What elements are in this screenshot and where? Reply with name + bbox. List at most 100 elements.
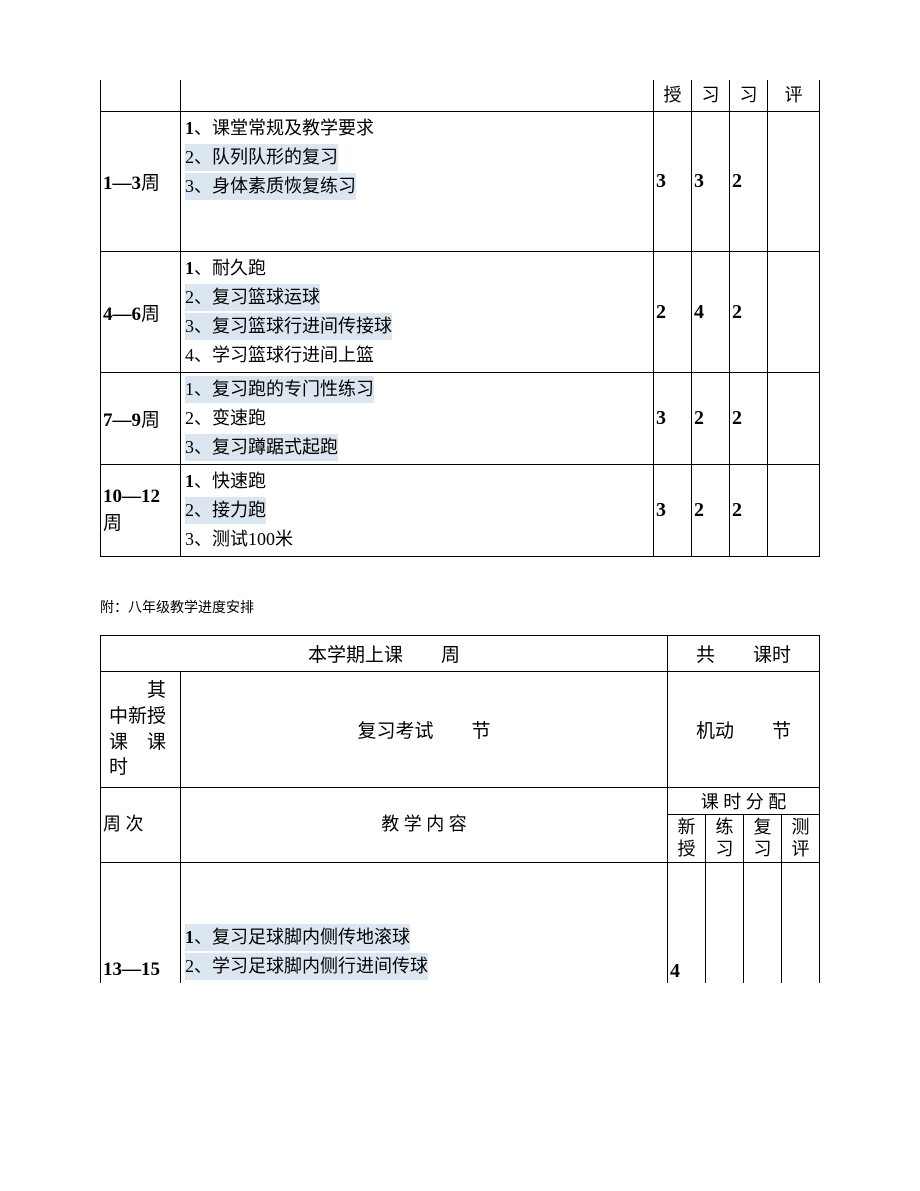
content-line: 3、复习蹲踞式起跑 — [181, 433, 653, 462]
content-line: 3、复习篮球行进间传接球 — [181, 312, 653, 341]
schedule-table-2: 本学期上课 周 共 课时 其 中新授 课 课 时 复习考试 节 机动 节 周 次… — [100, 635, 820, 983]
value-cell — [781, 863, 819, 984]
item-num: 2 — [185, 408, 194, 428]
value-cell: 4 — [692, 252, 730, 373]
table-row: 10—12 周 1、快速跑 2、接力跑 3、测试100米 3 2 2 — [101, 465, 820, 557]
item-text: 、复习跑的专门性练习 — [194, 379, 374, 399]
week-cell: 1—3周 — [101, 112, 181, 252]
item-text: 、耐久跑 — [194, 258, 266, 278]
value-cell: 2 — [692, 373, 730, 465]
content-line: 1、快速跑 — [181, 467, 653, 496]
week-suffix: 周 — [141, 173, 160, 194]
col-header: 测评 — [781, 814, 819, 862]
value-cell: 3 — [654, 373, 692, 465]
item-text: 、学习足球脚内侧行进间传球 — [194, 956, 428, 976]
item-num: 3 — [185, 529, 194, 549]
section-subtitle: 附：八年级教学进度安排 — [100, 597, 820, 617]
value-cell: 4 — [667, 863, 705, 984]
content-line: 1、耐久跑 — [181, 254, 653, 283]
content-line: 2、接力跑 — [181, 496, 653, 525]
week-suffix: 周 — [141, 304, 160, 325]
label-line: 课 课 — [109, 732, 166, 753]
item-num: 1 — [185, 379, 194, 399]
value-cell: 2 — [730, 373, 768, 465]
content-line: 3、身体素质恢复练习 — [181, 172, 653, 201]
value-cell: 2 — [730, 252, 768, 373]
item-num: 3 — [185, 176, 194, 196]
label-line: 其 — [109, 680, 166, 701]
item-text: 、复习篮球运球 — [194, 287, 320, 307]
table-row: 4—6周 1、耐久跑 2、复习篮球运球 3、复习篮球行进间传接球 4、学习篮球行… — [101, 252, 820, 373]
value-cell — [768, 465, 820, 557]
content-header: 教 学 内 容 — [181, 787, 668, 862]
item-text: 、学习篮球行进间上篮 — [194, 345, 374, 365]
item-text: 、复习足球脚内侧传地滚球 — [194, 927, 410, 947]
label-line: 中新授 — [109, 706, 166, 727]
col-header: 新授 — [667, 814, 705, 862]
value-cell: 2 — [730, 465, 768, 557]
label-line: 时 — [109, 757, 128, 778]
week-range: 4—6 — [103, 304, 141, 325]
content-cell: 1、课堂常规及教学要求 2、队列队形的复习 3、身体素质恢复练习 — [181, 112, 654, 252]
item-text: 、队列队形的复习 — [194, 147, 338, 167]
table-row: 1—3周 1、课堂常规及教学要求 2、队列队形的复习 3、身体素质恢复练习 3 … — [101, 112, 820, 252]
item-num: 3 — [185, 316, 194, 336]
content-cell: 1、复习跑的专门性练习 2、变速跑 3、复习蹲踞式起跑 — [181, 373, 654, 465]
content-line: 1、复习足球脚内侧传地滚球 — [181, 923, 667, 952]
week-suffix: 周 — [141, 410, 160, 431]
hour-dist-header: 课 时 分 配 — [667, 787, 819, 814]
item-num: 2 — [185, 147, 194, 167]
content-cell: 1、快速跑 2、接力跑 3、测试100米 — [181, 465, 654, 557]
week-suffix: 周 — [103, 513, 122, 534]
week-range: 10—12 — [103, 486, 160, 507]
item-text: 、变速跑 — [194, 408, 266, 428]
table-header-row: 本学期上课 周 共 课时 — [101, 636, 820, 672]
table-row: 13—15 1、复习足球脚内侧传地滚球 2、学习足球脚内侧行进间传球 4 — [101, 863, 820, 984]
item-num: 2 — [185, 956, 194, 976]
week-cell: 4—6周 — [101, 252, 181, 373]
content-line: 2、队列队形的复习 — [181, 143, 653, 172]
table-header-row: 授 习 习 评 — [101, 80, 820, 112]
week-range: 7—9 — [103, 410, 141, 431]
item-text: 、复习篮球行进间传接球 — [194, 316, 392, 336]
value-cell — [768, 252, 820, 373]
table-column-header-row: 周 次 教 学 内 容 课 时 分 配 — [101, 787, 820, 814]
col-header: 习 — [730, 80, 768, 112]
value-cell: 3 — [692, 112, 730, 252]
content-line: 2、学习足球脚内侧行进间传球 — [181, 952, 667, 981]
week-cell: 13—15 — [101, 863, 181, 984]
item-num: 3 — [185, 437, 194, 457]
table-subheader-row: 其 中新授 课 课 时 复习考试 节 机动 节 — [101, 672, 820, 788]
item-text: 、复习蹲踞式起跑 — [194, 437, 338, 457]
value-cell: 2 — [692, 465, 730, 557]
week-cell: 7—9周 — [101, 373, 181, 465]
week-header: 周 次 — [101, 787, 181, 862]
item-num: 1 — [185, 471, 194, 491]
week-cell: 10—12 周 — [101, 465, 181, 557]
item-text: 、测试100米 — [194, 529, 293, 549]
value-cell: 3 — [654, 112, 692, 252]
empty-header — [101, 80, 181, 112]
value-cell: 2 — [730, 112, 768, 252]
week-range: 1—3 — [103, 173, 141, 194]
item-text: 、课堂常规及教学要求 — [194, 118, 374, 138]
col-header: 习 — [692, 80, 730, 112]
total-hours-cell: 共 课时 — [667, 636, 819, 672]
week-range: 13—15 — [103, 959, 160, 980]
value-cell — [768, 373, 820, 465]
value-cell — [768, 112, 820, 252]
item-num: 2 — [185, 287, 194, 307]
flexible-cell: 机动 节 — [667, 672, 819, 788]
value-cell — [743, 863, 781, 984]
table-row: 7—9周 1、复习跑的专门性练习 2、变速跑 3、复习蹲踞式起跑 3 2 2 — [101, 373, 820, 465]
content-line: 1、复习跑的专门性练习 — [181, 375, 653, 404]
content-line: 4、学习篮球行进间上篮 — [181, 341, 653, 370]
empty-header — [181, 80, 654, 112]
content-line: 1、课堂常规及教学要求 — [181, 114, 653, 143]
item-text: 、身体素质恢复练习 — [194, 176, 356, 196]
content-line: 2、变速跑 — [181, 404, 653, 433]
item-num: 1 — [185, 258, 194, 278]
content-cell: 1、耐久跑 2、复习篮球运球 3、复习篮球行进间传接球 4、学习篮球行进间上篮 — [181, 252, 654, 373]
col-header: 授 — [654, 80, 692, 112]
item-num: 2 — [185, 500, 194, 520]
